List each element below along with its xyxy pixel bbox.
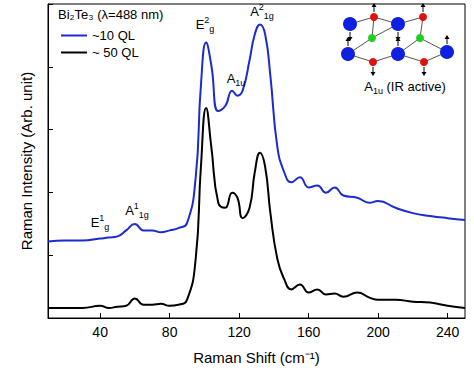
svg-text:~ 50 QL: ~ 50 QL	[92, 45, 139, 60]
svg-text:240: 240	[436, 324, 460, 340]
svg-text:~10 QL: ~10 QL	[92, 28, 135, 43]
svg-text:1g: 1g	[264, 11, 274, 21]
svg-text:1: 1	[99, 212, 105, 223]
svg-text:A: A	[227, 71, 236, 86]
svg-text:1u: 1u	[235, 78, 245, 88]
svg-text:A: A	[364, 79, 373, 94]
svg-text:Raman Shift (cm⁻¹): Raman Shift (cm⁻¹)	[193, 349, 320, 366]
svg-text:120: 120	[227, 324, 251, 340]
svg-text:2: 2	[258, 1, 264, 12]
svg-text:2: 2	[204, 14, 210, 25]
svg-text:80: 80	[162, 324, 178, 340]
svg-text:Raman Intensity (Arb. unit): Raman Intensity (Arb. unit)	[18, 72, 35, 250]
svg-text:1: 1	[133, 200, 139, 211]
svg-text:200: 200	[366, 324, 390, 340]
svg-text:Bi₂Te₃ (λ=488 nm): Bi₂Te₃ (λ=488 nm)	[58, 7, 163, 22]
svg-text:A: A	[125, 203, 134, 218]
svg-text:(IR active): (IR active)	[383, 79, 446, 94]
svg-text:40: 40	[92, 324, 108, 340]
svg-text:E: E	[196, 17, 205, 32]
svg-text:E: E	[91, 215, 100, 230]
svg-text:1u: 1u	[373, 86, 383, 96]
svg-text:g: g	[209, 24, 214, 34]
svg-text:160: 160	[297, 324, 321, 340]
svg-text:g: g	[104, 222, 109, 232]
svg-text:1g: 1g	[139, 210, 149, 220]
svg-text:A: A	[250, 4, 259, 19]
